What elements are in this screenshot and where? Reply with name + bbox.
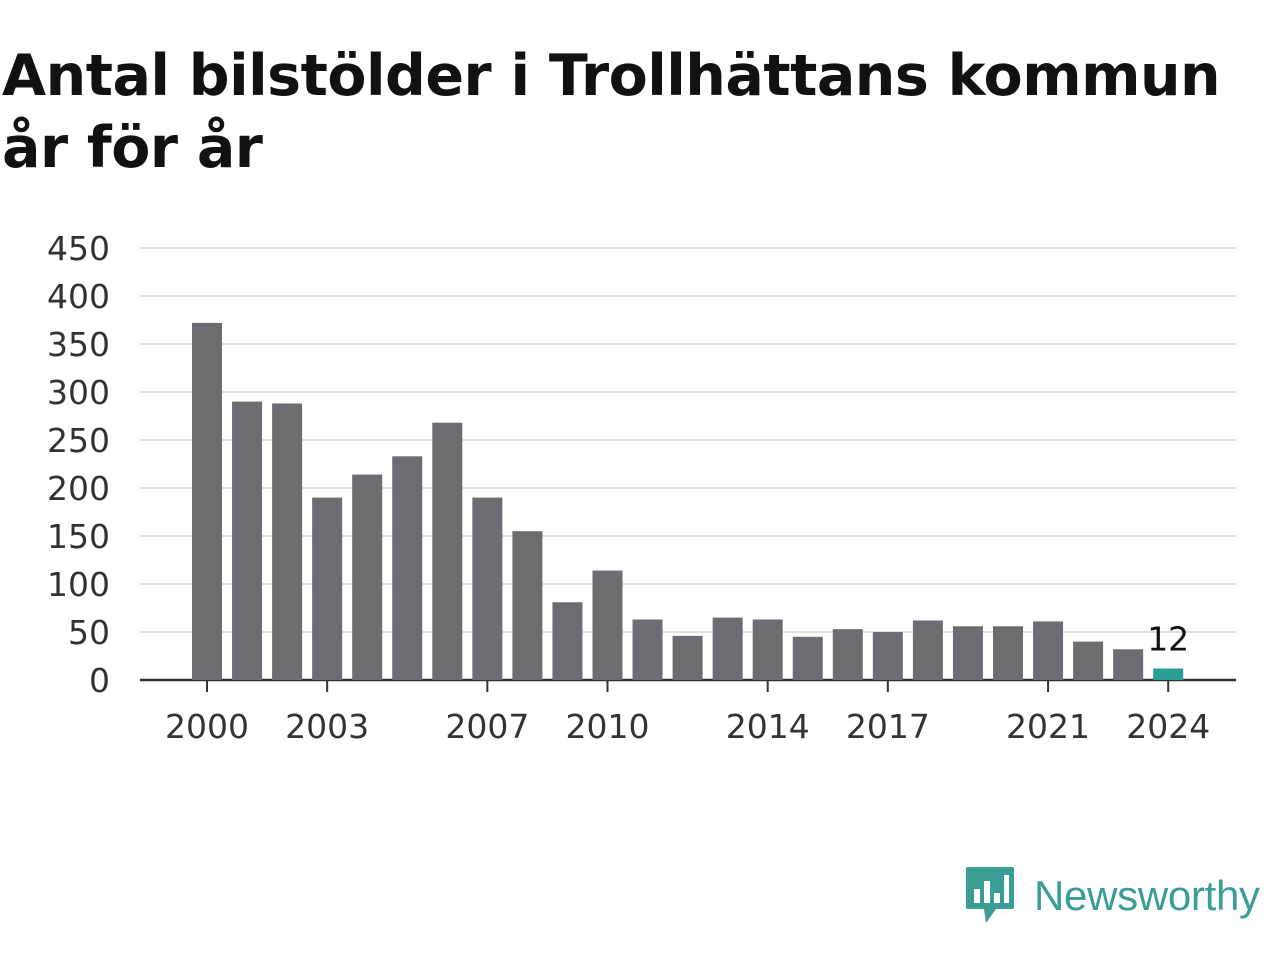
bars [192,322,1184,680]
gridlines [140,247,1236,682]
x-tick-label: 2000 [165,707,249,746]
bar-2024 [1153,668,1184,680]
bar-2020 [993,626,1023,680]
chart-title: Antal bilstölder i Trollhättans kommun å… [2,43,1221,181]
bar-chart: 0 50 100 150 200 250 300 350 400 450 2000 2003 2007… [47,229,1236,746]
bar-2007 [472,497,503,680]
bar-2015 [792,636,823,680]
newsworthy-logo: Newsworthy [964,864,1260,928]
bar-2004 [352,474,383,680]
bar-2002 [272,403,303,680]
y-tick-label: 150 [47,517,110,556]
x-tick-label: 2007 [445,707,529,746]
y-tick-label: 50 [68,613,110,652]
bar-2014 [752,619,783,680]
bar-2003 [312,497,343,680]
y-axis-ticks: 0 50 100 150 200 250 300 350 400 450 [47,229,110,700]
x-tick-label: 2017 [846,707,930,746]
y-tick-label: 200 [47,469,110,508]
bar-2005 [392,456,423,680]
bar-2021 [1033,621,1064,680]
bar-2010 [592,570,623,680]
bar-2011 [632,619,663,680]
bar-2019 [952,626,983,680]
x-tick-label: 2014 [726,707,810,746]
bar-2000 [192,322,222,680]
x-tick-label: 2021 [1006,707,1090,746]
brand-name: Newsworthy [1034,872,1260,919]
data-label-2024: 12 [1147,619,1189,658]
bar-2012 [672,635,703,680]
y-tick-label: 350 [47,325,110,364]
bar-2022 [1073,641,1104,680]
bar-2006 [432,422,463,680]
y-tick-label: 250 [47,421,110,460]
y-tick-label: 100 [47,565,110,604]
data-labels: 12 [1147,619,1189,658]
x-axis-ticks: 2000 2003 2007 2010 2014 2017 2021 2024 [165,680,1210,746]
y-tick-label: 300 [47,373,110,412]
y-tick-label: 0 [89,661,110,700]
bar-2001 [232,401,263,680]
bar-2017 [872,632,903,680]
bar-2016 [832,629,863,680]
newsworthy-logo-icon [966,867,1014,923]
bar-2023 [1113,649,1144,680]
x-tick-label: 2003 [285,707,369,746]
bar-2008 [512,531,543,680]
y-tick-label: 450 [47,229,110,268]
x-tick-label: 2010 [566,707,650,746]
x-tick-label: 2024 [1126,707,1210,746]
bar-2009 [552,602,583,680]
y-tick-label: 400 [47,277,110,316]
bar-2013 [712,617,743,680]
bar-2018 [912,620,943,680]
